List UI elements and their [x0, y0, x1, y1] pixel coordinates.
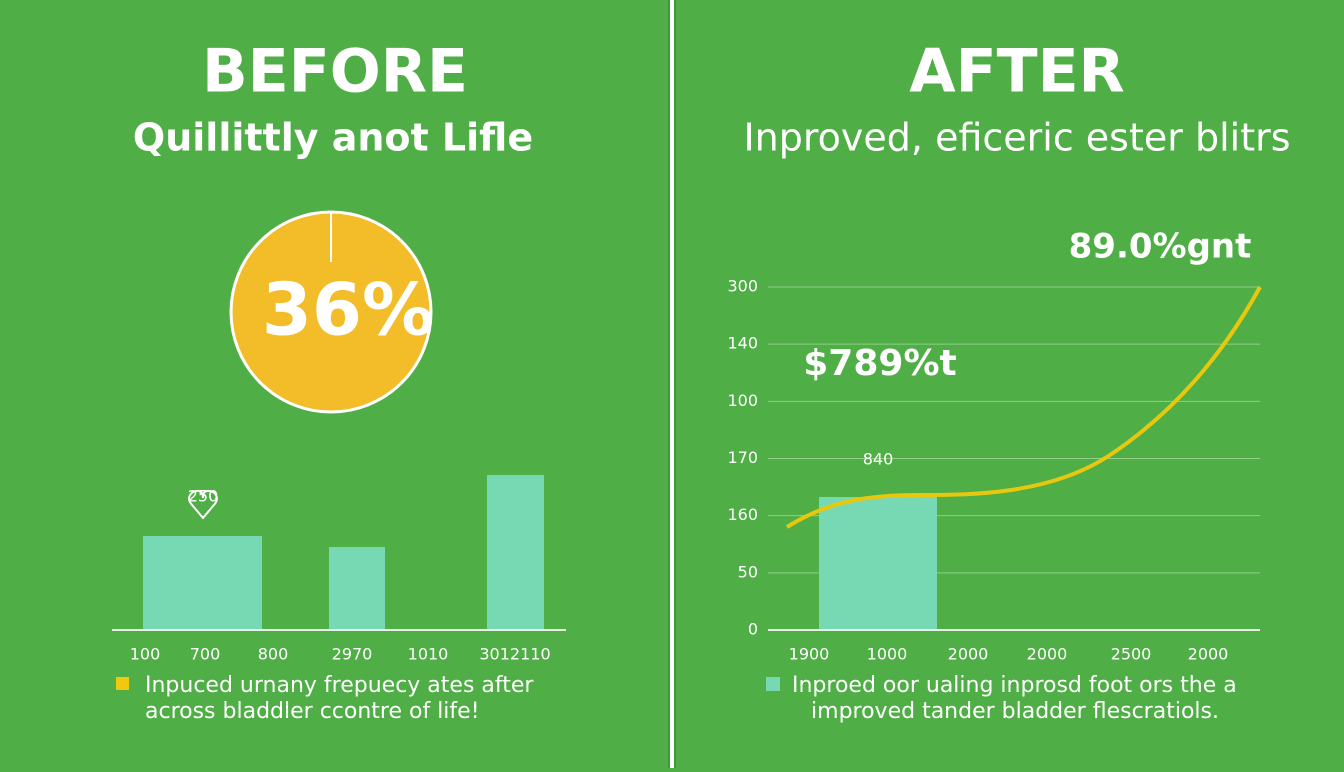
annotation: $789%t — [803, 343, 956, 384]
bar — [819, 497, 937, 630]
y-label: 100 — [727, 391, 758, 410]
x-label: 2000 — [948, 645, 989, 664]
x-label: 1900 — [789, 645, 830, 664]
x-label: 800 — [258, 645, 289, 664]
heart-icon — [188, 489, 218, 520]
legend-text: improved tander bladder flescratiols. — [811, 699, 1219, 724]
y-label: 300 — [727, 277, 758, 296]
bar — [143, 536, 262, 630]
y-label: 0 — [748, 620, 758, 639]
x-label: 1000 — [867, 645, 908, 664]
x-labels: 100 700 800 2970 1010 3012110 — [130, 645, 551, 664]
legend-swatch — [116, 677, 129, 690]
x-label: 2000 — [1188, 645, 1229, 664]
y-label: 160 — [727, 505, 758, 524]
bar-label: 840 — [863, 450, 894, 469]
before-title: BEFORE — [202, 37, 468, 107]
trend-line — [785, 286, 1262, 529]
after-title: AFTER — [909, 37, 1125, 107]
y-label: 140 — [727, 334, 758, 353]
x-label: 2500 — [1111, 645, 1152, 664]
bar-label: 250 — [188, 487, 219, 506]
y-label: 170 — [727, 448, 758, 467]
y-label: 50 — [738, 562, 758, 581]
bar — [329, 547, 385, 630]
bar — [487, 475, 544, 630]
x-label: 1010 — [408, 645, 449, 664]
legend-text: Inpuced urnany frepuecy ates after — [145, 673, 534, 698]
x-label: 2000 — [1027, 645, 1068, 664]
x-label: 3012110 — [479, 645, 550, 664]
pie-label: 36% — [262, 268, 434, 352]
legend-text: Inproed oor ualing inprosd foot ors the … — [792, 673, 1237, 698]
annotation: 89.0%gnt — [1069, 227, 1252, 267]
legend-swatch — [766, 677, 780, 691]
x-labels: 1900 1000 2000 2000 2500 2000 — [789, 645, 1229, 664]
divider — [670, 0, 674, 768]
x-label: 100 — [130, 645, 161, 664]
after-subtitle: Inproved, eficeric ester blitrs — [743, 116, 1290, 160]
before-subtitle: Quillittly anot Lifle — [133, 116, 533, 160]
legend-text: across bladdler ccontre of life! — [145, 699, 480, 724]
x-label: 700 — [190, 645, 221, 664]
x-label: 2970 — [332, 645, 373, 664]
